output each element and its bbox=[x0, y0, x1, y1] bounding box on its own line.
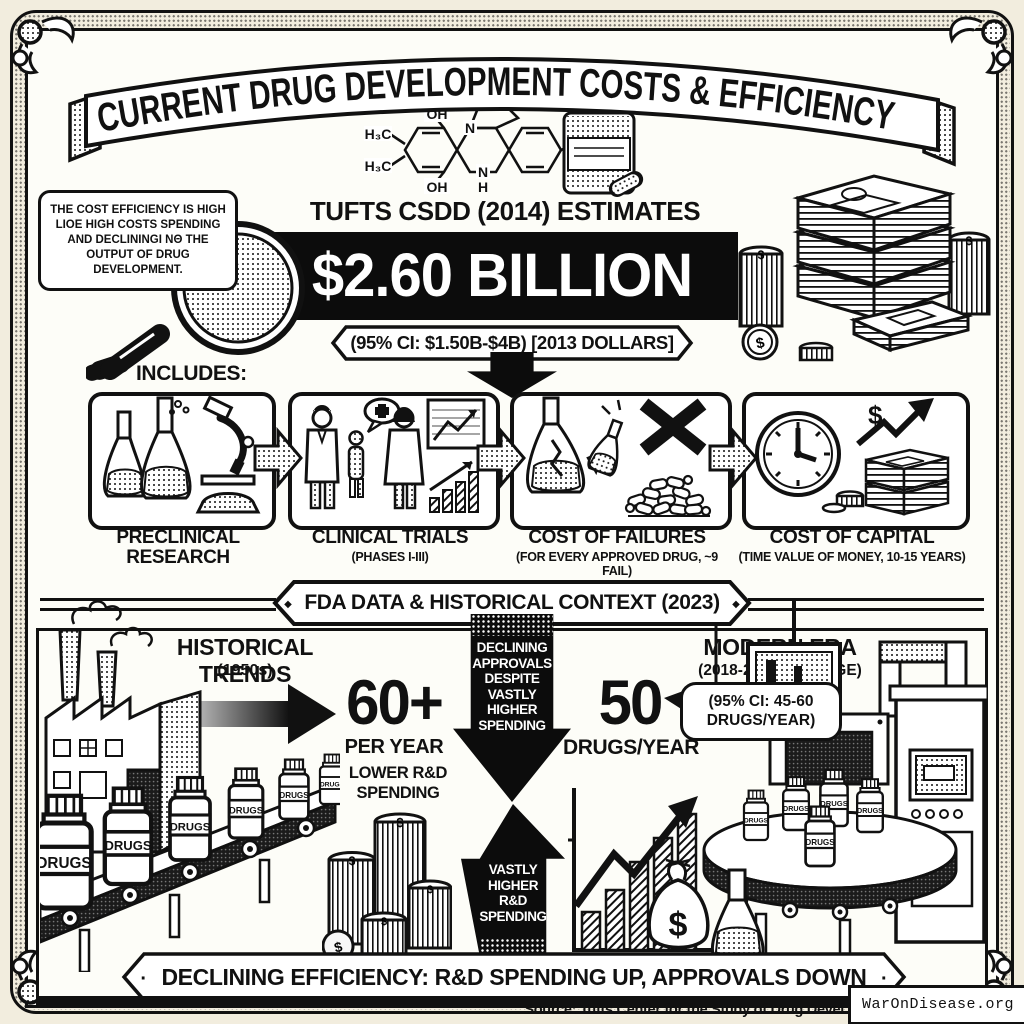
down-arrow-icon: DECLINING APPROVALS DESPITE VASTLY HIGHE… bbox=[453, 614, 571, 802]
pill-pile-icon bbox=[624, 474, 712, 517]
corner-flourish-icon bbox=[949, 16, 1013, 75]
outer-frame bbox=[10, 10, 1014, 1014]
money-bag-icon: $ bbox=[647, 858, 710, 950]
clock-and-money-icon: $ bbox=[755, 398, 950, 516]
broken-flask-icon bbox=[526, 396, 604, 494]
source-attribution: Source: Tufts Center for the Study of Dr… bbox=[524, 1002, 844, 1018]
right-arrow-icon bbox=[253, 426, 303, 490]
step-box-cost-of-failures bbox=[510, 392, 732, 530]
divider-line-left bbox=[40, 598, 276, 611]
smoke-icon bbox=[109, 626, 153, 647]
svg-text:$: $ bbox=[396, 815, 404, 830]
chem-h: H bbox=[478, 179, 488, 195]
line-chart-icon bbox=[426, 398, 486, 450]
cash-stacks-icon: $ $ $ bbox=[738, 174, 991, 362]
svg-text:CURRENT DRUG DEVELOPMENT COSTS: CURRENT DRUG DEVELOPMENT COSTS & EFFICIE… bbox=[94, 60, 898, 141]
drug-bottle-icon bbox=[278, 758, 311, 821]
callout-bubble: THE COST EFFICIENCY IS HIGH LIOE HIGH CO… bbox=[38, 190, 238, 291]
dot-bullet: · bbox=[140, 968, 148, 990]
svg-text:$: $ bbox=[349, 854, 356, 868]
coin-dollar: $ bbox=[966, 234, 973, 248]
diamond-bullet: ◆ bbox=[732, 599, 740, 610]
tufts-heading: TUFTS CSDD (2014) ESTIMATES bbox=[309, 196, 701, 226]
modern-value: 50 bbox=[598, 667, 664, 738]
smoke-icon bbox=[71, 600, 122, 625]
conveyor-rollers bbox=[60, 818, 316, 928]
clinicians-and-charts-icon bbox=[304, 397, 486, 513]
ci-text: (95% CI: $1.50B-$4B) [2013 DOLLARS] bbox=[350, 332, 674, 353]
watermark-badge: WarOnDisease.org bbox=[848, 985, 1024, 1024]
step-label-clinical: CLINICAL TRIALS (PHASES I-III) bbox=[311, 527, 469, 564]
flasks-and-microscope-icon bbox=[102, 396, 261, 514]
svg-text:$: $ bbox=[427, 884, 433, 896]
footer-banner-text: · DECLINING EFFICIENCY: R&D SPENDING UP,… bbox=[140, 964, 888, 990]
drug-bottle-icon bbox=[104, 788, 151, 884]
modern-ci-bubble: (95% CI: 45-60 DRUGS/YEAR) bbox=[680, 682, 842, 742]
clinician-icon bbox=[304, 405, 340, 510]
flask-icon bbox=[587, 418, 624, 477]
drug-bottle-icon bbox=[167, 775, 213, 862]
step-label-failures: COST OF FAILURES (FOR EVERY APPROVED DRU… bbox=[516, 527, 718, 578]
step-box-preclinical bbox=[88, 392, 276, 530]
right-arrow-icon bbox=[476, 426, 526, 490]
halftone-fade bbox=[470, 614, 554, 636]
drug-bottle-icon bbox=[804, 805, 837, 868]
svg-text:$: $ bbox=[669, 906, 688, 944]
flask-icon bbox=[710, 868, 765, 960]
halftone-fade bbox=[479, 938, 547, 956]
page-title: CURRENT DRUG DEVELOPMENT COSTS & EFFICIE… bbox=[94, 60, 898, 141]
bar-chart-icon bbox=[429, 460, 479, 513]
coin-dollar: $ bbox=[758, 248, 765, 262]
svg-text:$: $ bbox=[333, 938, 345, 955]
drug-bottle-icon bbox=[40, 796, 92, 908]
chem-n-top: N bbox=[465, 120, 475, 136]
historical-value: 60+ bbox=[346, 667, 444, 738]
historical-title: HISTORICAL TRENDS bbox=[176, 634, 314, 687]
amount-value: $2.60 BILLION bbox=[311, 241, 693, 310]
chem-h3c-upper: H₃C bbox=[365, 126, 392, 142]
patient-figure bbox=[347, 430, 365, 498]
chem-oh-bottom: OH bbox=[427, 179, 448, 195]
svg-text:$: $ bbox=[381, 916, 387, 928]
down-arrow-text: DECLINING APPROVALS DESPITE VASTLY HIGHE… bbox=[472, 640, 552, 733]
historical-unit: PER YEAR bbox=[344, 736, 444, 758]
chem-h3c-lower: H₃C bbox=[365, 158, 392, 174]
right-arrow-icon bbox=[708, 426, 758, 490]
drug-bottle-icon bbox=[855, 778, 885, 834]
factory-icon bbox=[40, 600, 340, 972]
step-box-clinical-trials bbox=[288, 392, 500, 530]
drug-bottle-icon bbox=[227, 767, 265, 840]
divider-line-right bbox=[748, 598, 984, 611]
broken-flask-pills-x-icon bbox=[526, 396, 712, 517]
step-label-preclinical: PRECLINICAL RESEARCH bbox=[116, 527, 240, 568]
dollar-growth-arrow-icon: $ bbox=[856, 398, 934, 447]
step-label-capital: COST OF CAPITAL (TIME VALUE OF MONEY, 10… bbox=[738, 527, 966, 564]
x-mark-icon bbox=[639, 398, 707, 456]
corner-flourish-icon bbox=[11, 16, 75, 75]
chem-n-bottom: N bbox=[478, 164, 488, 180]
amount-banner: $2.60 BILLION bbox=[266, 232, 738, 320]
step-box-cost-of-capital: $ bbox=[742, 392, 970, 530]
drug-bottle-icon bbox=[742, 789, 770, 842]
callout-tail-inner bbox=[210, 253, 230, 270]
lower-rd-label: LOWER R&D SPENDING bbox=[348, 764, 448, 802]
diamond-bullet: ◆ bbox=[284, 599, 292, 610]
microscope-icon bbox=[195, 396, 261, 514]
capsule-icon bbox=[608, 171, 644, 197]
divider-text: ◆ FDA DATA & HISTORICAL CONTEXT (2023) ◆ bbox=[284, 591, 740, 614]
clinician-icon bbox=[383, 407, 425, 510]
modern-unit: DRUGS/YEAR bbox=[562, 736, 700, 759]
historical-subtitle: (1950s) bbox=[217, 662, 273, 679]
ci-capsule bbox=[330, 325, 694, 361]
up-arrow-text: VASTLY HIGHER R&D SPENDING bbox=[479, 862, 547, 924]
divider-banner bbox=[272, 580, 752, 626]
title-ribbon: CURRENT DRUG DEVELOPMENT COSTS & EFFICIE… bbox=[68, 57, 956, 167]
includes-label: INCLUDES: bbox=[136, 362, 247, 385]
dot-bullet: · bbox=[880, 968, 888, 990]
bottom-rule bbox=[36, 996, 982, 1003]
coin-stack-icon: $ $ $ $ $ bbox=[322, 812, 452, 963]
drug-bottle-icon bbox=[781, 776, 811, 832]
clock-icon bbox=[755, 411, 841, 497]
